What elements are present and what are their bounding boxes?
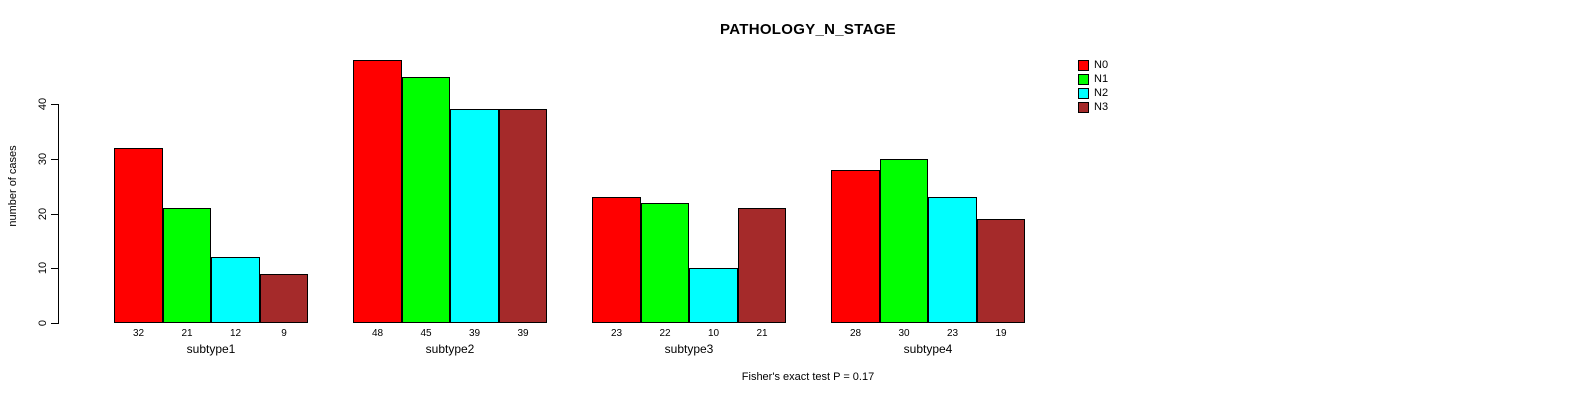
y-axis-tick xyxy=(51,268,58,269)
bar-value-label: 39 xyxy=(468,328,481,339)
bar-n1-subtype3 xyxy=(641,203,689,323)
bar-n0-subtype4 xyxy=(831,170,880,323)
bar-n1-subtype2 xyxy=(402,77,450,323)
bar-n2-subtype4 xyxy=(928,197,977,323)
y-tick-label: 30 xyxy=(37,152,49,166)
bar-n1-subtype1 xyxy=(163,208,211,323)
y-axis-line xyxy=(58,104,59,324)
bar-n0-subtype3 xyxy=(592,197,641,323)
y-axis-label: number of cases xyxy=(7,145,19,227)
y-axis-tick xyxy=(51,323,58,324)
bar-n3-subtype3 xyxy=(738,208,786,323)
legend-swatch-n3 xyxy=(1078,102,1089,113)
bar-value-label: 39 xyxy=(517,328,529,339)
bar-value-label: 32 xyxy=(132,328,145,339)
x-category-label: subtype2 xyxy=(425,342,475,356)
bar-n1-subtype4 xyxy=(880,159,928,323)
y-tick-label: 10 xyxy=(37,261,49,275)
legend-swatch-n0 xyxy=(1078,60,1089,71)
bar-value-label: 12 xyxy=(229,328,242,339)
legend-swatch-n1 xyxy=(1078,74,1089,85)
bar-value-label: 10 xyxy=(707,328,720,339)
bar-value-label: 22 xyxy=(659,328,671,339)
bar-value-label: 21 xyxy=(756,328,768,339)
bar-value-label: 23 xyxy=(946,328,959,339)
x-category-label: subtype4 xyxy=(903,342,953,356)
legend-swatch-n2 xyxy=(1078,88,1089,99)
y-tick-label: 0 xyxy=(37,319,49,327)
y-axis-tick xyxy=(51,159,58,160)
x-category-label: subtype1 xyxy=(186,342,236,356)
bar-n0-subtype1 xyxy=(114,148,163,323)
legend-label-n0: N0 xyxy=(1094,59,1109,71)
bar-value-label: 30 xyxy=(898,328,910,339)
bar-n3-subtype1 xyxy=(260,274,308,323)
y-tick-label: 40 xyxy=(37,97,49,111)
x-category-label: subtype3 xyxy=(664,342,714,356)
bar-n2-subtype2 xyxy=(450,109,499,323)
bar-value-label: 19 xyxy=(995,328,1007,339)
bar-n3-subtype2 xyxy=(499,109,547,323)
y-axis-tick xyxy=(51,104,58,105)
bar-n3-subtype4 xyxy=(977,219,1025,323)
chart-title: PATHOLOGY_N_STAGE xyxy=(720,21,896,38)
bar-value-label: 23 xyxy=(610,328,623,339)
legend-label-n1: N1 xyxy=(1094,73,1109,85)
annotation-text: Fisher's exact test P = 0.17 xyxy=(741,371,875,383)
bar-value-label: 28 xyxy=(849,328,862,339)
bar-value-label: 48 xyxy=(371,328,384,339)
bar-value-label: 9 xyxy=(281,328,287,339)
bar-value-label: 45 xyxy=(420,328,432,339)
legend-label-n2: N2 xyxy=(1094,87,1109,99)
legend-label-n3: N3 xyxy=(1094,101,1109,113)
y-axis-tick xyxy=(51,214,58,215)
y-tick-label: 20 xyxy=(37,207,49,221)
bar-n2-subtype3 xyxy=(689,268,738,323)
bar-n2-subtype1 xyxy=(211,257,260,323)
bar-n0-subtype2 xyxy=(353,60,402,323)
bar-value-label: 21 xyxy=(181,328,193,339)
